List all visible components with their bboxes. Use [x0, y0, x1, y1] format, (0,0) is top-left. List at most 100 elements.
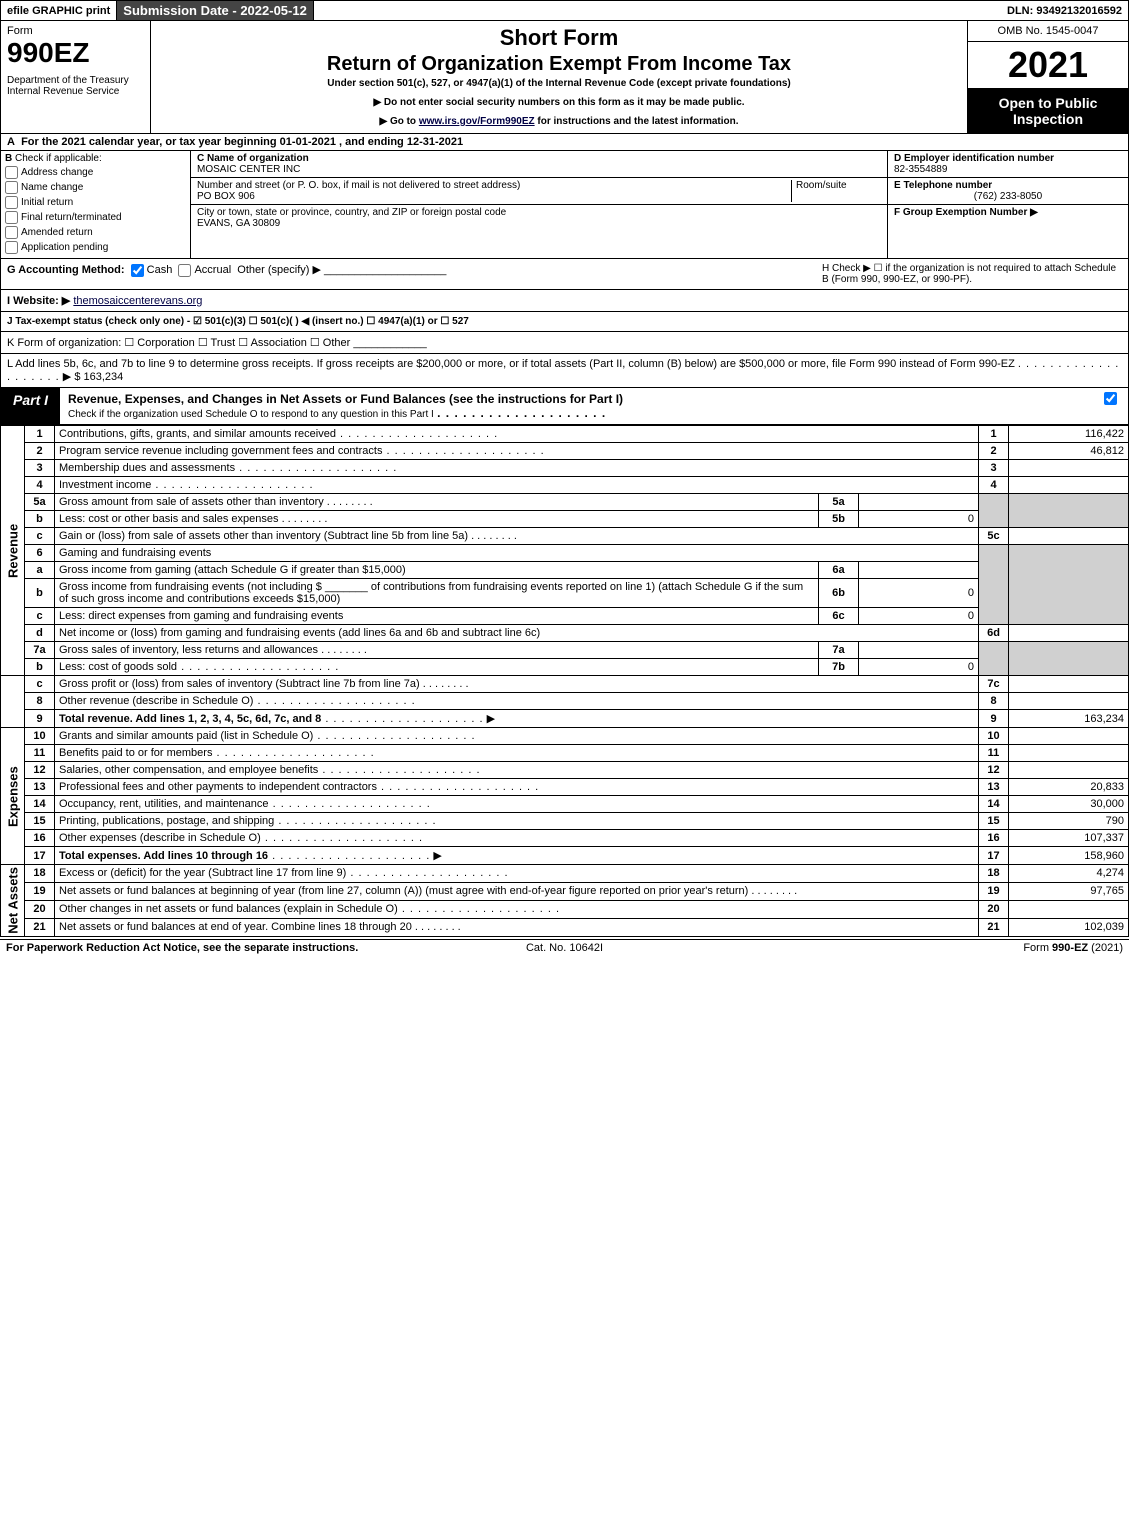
footer-left: For Paperwork Reduction Act Notice, see …: [6, 942, 358, 954]
part-check-line: Check if the organization used Schedule …: [68, 409, 434, 420]
b-opt-amended[interactable]: Amended return: [5, 226, 186, 239]
j-text: J Tax-exempt status (check only one) - ☑…: [7, 316, 469, 327]
l11-val: [1009, 745, 1129, 762]
c-name-label: C Name of organization: [197, 153, 309, 164]
b-opt-0: Address change: [21, 167, 93, 178]
header-right: OMB No. 1545-0047 2021 Open to Public In…: [968, 21, 1128, 133]
phone: (762) 233-8050: [894, 191, 1122, 202]
l11-box: 11: [979, 745, 1009, 762]
l20-val: [1009, 900, 1129, 918]
l9-desc: Total revenue. Add lines 1, 2, 3, 4, 5c,…: [59, 713, 321, 725]
b-opt-initial[interactable]: Initial return: [5, 196, 186, 209]
l4-box: 4: [979, 477, 1009, 494]
l5c-desc: Gain or (loss) from sale of assets other…: [59, 530, 468, 542]
irs-link[interactable]: www.irs.gov/Form990EZ: [419, 116, 535, 127]
website-link[interactable]: themosaiccenterevans.org: [73, 295, 202, 307]
form-word: Form: [7, 25, 144, 37]
l3-desc: Membership dues and assessments: [59, 462, 235, 474]
l6d-val: [1009, 625, 1129, 642]
l6a-sub: 6a: [819, 562, 859, 579]
footer-mid: Cat. No. 10642I: [378, 942, 750, 954]
d-label: D Employer identification number: [894, 153, 1054, 164]
l7c-desc: Gross profit or (loss) from sales of inv…: [59, 678, 420, 690]
tax-year: 2021: [968, 42, 1128, 89]
l11-num: 11: [25, 745, 55, 762]
side-revenue: Revenue: [1, 426, 25, 676]
a-label: A: [7, 136, 15, 148]
l1-desc: Contributions, gifts, grants, and simila…: [59, 428, 336, 440]
l18-desc: Excess or (deficit) for the year (Subtra…: [59, 867, 346, 879]
h-text: H Check ▶ ☐ if the organization is not r…: [822, 263, 1122, 285]
c-street-label: Number and street (or P. O. box, if mail…: [197, 180, 520, 191]
l3-box: 3: [979, 460, 1009, 477]
g-cash-check[interactable]: [131, 264, 144, 277]
l15-box: 15: [979, 813, 1009, 830]
l12-desc: Salaries, other compensation, and employ…: [59, 764, 318, 776]
l12-box: 12: [979, 762, 1009, 779]
l-value: 163,234: [84, 371, 124, 383]
b-opt-final[interactable]: Final return/terminated: [5, 211, 186, 224]
part-check[interactable]: [1096, 388, 1128, 424]
b-opt-pending[interactable]: Application pending: [5, 241, 186, 254]
l7b-sv: 0: [859, 659, 979, 676]
l7c-box: 7c: [979, 676, 1009, 693]
l5b-sub: 5b: [819, 511, 859, 528]
l4-desc: Investment income: [59, 479, 151, 491]
l8-box: 8: [979, 693, 1009, 710]
l11-desc: Benefits paid to or for members: [59, 747, 212, 759]
b-opt-name[interactable]: Name change: [5, 181, 186, 194]
l18-box: 18: [979, 865, 1009, 883]
subtitle: Under section 501(c), 527, or 4947(a)(1)…: [159, 78, 959, 89]
l16-val: 107,337: [1009, 830, 1129, 847]
l6d-desc: Net income or (loss) from gaming and fun…: [55, 625, 979, 642]
l12-val: [1009, 762, 1129, 779]
side-net-assets: Net Assets: [1, 865, 25, 937]
block-b-c-d: B Check if applicable: Address change Na…: [0, 151, 1129, 259]
l6d-box: 6d: [979, 625, 1009, 642]
l6a-sv: [859, 562, 979, 579]
l20-box: 20: [979, 900, 1009, 918]
b-label: B: [5, 153, 12, 164]
bullet2-post: for instructions and the latest informat…: [535, 116, 739, 127]
l5b-sv: 0: [859, 511, 979, 528]
g-accrual-check[interactable]: [178, 264, 191, 277]
short-form-title: Short Form: [159, 25, 959, 51]
row-j: J Tax-exempt status (check only one) - ☑…: [0, 312, 1129, 332]
l20-num: 20: [25, 900, 55, 918]
part1-table: Revenue 1 Contributions, gifts, grants, …: [0, 425, 1129, 937]
open-to-public: Open to Public Inspection: [968, 89, 1128, 133]
b-opt-address[interactable]: Address change: [5, 166, 186, 179]
f-label: F Group Exemption Number ▶: [894, 207, 1038, 218]
l4-num: 4: [25, 477, 55, 494]
l18-val: 4,274: [1009, 865, 1129, 883]
l9-val: 163,234: [1009, 710, 1129, 728]
l14-val: 30,000: [1009, 796, 1129, 813]
l1-val: 116,422: [1009, 426, 1129, 443]
l6b-sv: 0: [859, 579, 979, 608]
part-title: Revenue, Expenses, and Changes in Net As…: [68, 392, 623, 406]
l6a-num: a: [25, 562, 55, 579]
a-text: For the 2021 calendar year, or tax year …: [21, 136, 463, 148]
l6c-desc: Less: direct expenses from gaming and fu…: [59, 610, 343, 622]
l10-desc: Grants and similar amounts paid (list in…: [59, 730, 313, 742]
header-left: Form 990EZ Department of the Treasury In…: [1, 21, 151, 133]
l17-desc: Total expenses. Add lines 10 through 16: [59, 850, 268, 862]
dept-text: Department of the Treasury Internal Reve…: [7, 75, 144, 97]
l7c-val: [1009, 676, 1129, 693]
top-bar: efile GRAPHIC print Submission Date - 20…: [0, 0, 1129, 21]
spacer: [314, 1, 1001, 20]
l18-num: 18: [25, 865, 55, 883]
l7b-num: b: [25, 659, 55, 676]
l21-val: 102,039: [1009, 918, 1129, 936]
l16-desc: Other expenses (describe in Schedule O): [59, 832, 261, 844]
l10-num: 10: [25, 728, 55, 745]
b-opt-4: Amended return: [21, 227, 93, 238]
g-label: G Accounting Method:: [7, 264, 125, 276]
header-center: Short Form Return of Organization Exempt…: [151, 21, 968, 133]
l9-num: 9: [25, 710, 55, 728]
l12-num: 12: [25, 762, 55, 779]
efile-label[interactable]: efile GRAPHIC print: [1, 1, 117, 20]
l5a-sv: [859, 494, 979, 511]
l6b-desc1: Gross income from fundraising events (no…: [59, 581, 322, 593]
l13-num: 13: [25, 779, 55, 796]
